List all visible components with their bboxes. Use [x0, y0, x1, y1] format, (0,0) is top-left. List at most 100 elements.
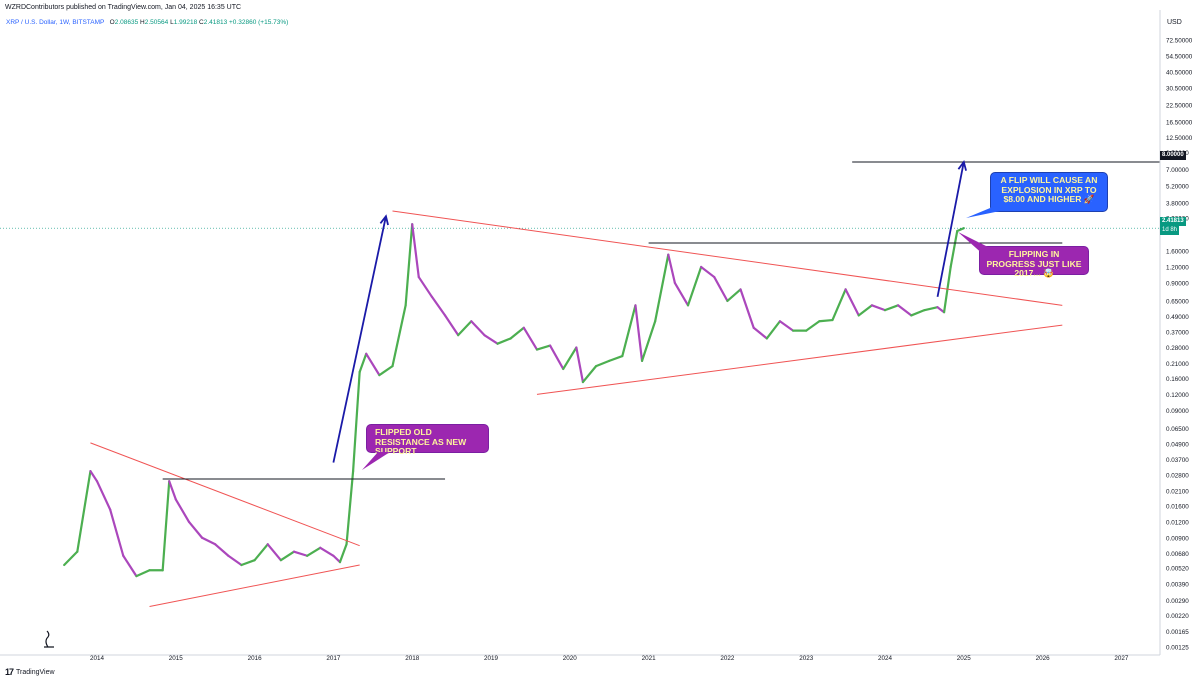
year-tick-label: 2020: [563, 655, 578, 662]
price-tick-label: 0.49000: [1166, 314, 1189, 321]
price-candle-segment: [365, 352, 381, 377]
price-tick-label: 3.80000: [1166, 201, 1189, 208]
year-tick-label: 2025: [957, 655, 972, 662]
price-candle-segment: [522, 326, 539, 351]
price-tick-label: 0.03700: [1166, 457, 1189, 464]
price-candle-segment: [109, 508, 125, 557]
price-candle-segment: [805, 320, 821, 332]
price-candle-segment: [857, 304, 873, 317]
price-candle-segment: [739, 288, 755, 329]
arrow-shaft[interactable]: [332, 216, 387, 463]
price-candle-segment: [818, 318, 834, 323]
price-tick-label: 0.01200: [1166, 519, 1189, 526]
price-candle-segment: [89, 470, 99, 483]
annotation-flipped-resistance[interactable]: FLIPPED OLD RESISTANCE AS NEW SUPPORT: [366, 424, 489, 456]
price-tick-label: 0.00680: [1166, 551, 1189, 558]
price-candle-segment: [548, 344, 565, 371]
price-tick-label: 0.02800: [1166, 472, 1189, 479]
price-candle-segment: [187, 520, 204, 539]
price-candle-segment: [575, 346, 585, 384]
arrows: [332, 159, 967, 463]
price-candle-segment: [581, 365, 598, 384]
arrow-head: [379, 214, 389, 226]
price-candle-segment: [417, 275, 433, 298]
annotation-flipping-progress[interactable]: FLIPPING IN PROGRESS JUST LIKE 2017... 🤯: [979, 246, 1089, 278]
price-tick-label: 1.60000: [1166, 249, 1189, 256]
price-tick-label: 0.00290: [1166, 598, 1189, 605]
price-candle-segment: [457, 320, 473, 337]
price-tick-label: 16.50000: [1166, 119, 1193, 126]
price-candle-segment: [726, 288, 742, 303]
price-candle-segment: [279, 550, 296, 562]
price-tick-label: 0.28000: [1166, 345, 1189, 352]
price-candle-segment: [700, 265, 716, 279]
price-candle-segment: [923, 306, 939, 312]
price-candle-segment: [870, 304, 887, 312]
target-price-label: 8.00000: [1160, 151, 1186, 160]
price-candle-segment: [338, 543, 348, 564]
price-tick-label: 40.50000: [1166, 70, 1193, 77]
tradingview-wordmark: TradingView: [16, 668, 55, 676]
price-candle-segment: [332, 554, 342, 564]
price-tick-label: 7.00000: [1166, 167, 1189, 174]
year-tick-label: 2027: [1114, 655, 1129, 662]
price-candle-segment: [936, 306, 946, 314]
price-tick-label: 0.00125: [1166, 645, 1189, 652]
price-tick-label: 30.50000: [1166, 85, 1193, 92]
price-tick-label: 0.00900: [1166, 535, 1189, 542]
price-candle-segment: [844, 288, 860, 317]
high-value: 2.50564: [144, 19, 169, 26]
price-tick-label: 0.21000: [1166, 361, 1189, 368]
price-candle-segment: [135, 569, 151, 578]
price-candle-segment: [654, 253, 670, 323]
price-candle-segment: [686, 265, 703, 307]
price-candle-segment: [470, 320, 486, 337]
price-candle-segment: [404, 223, 414, 307]
price-candle-segment: [562, 346, 578, 371]
price-tick-label: 0.09000: [1166, 408, 1189, 415]
drawings: [90, 161, 1160, 607]
trend-line[interactable]: [90, 442, 360, 547]
trend-line[interactable]: [392, 210, 1063, 306]
close-key: C: [199, 19, 204, 26]
price-candle-segment: [200, 536, 217, 546]
tradingview-mark-icon: 17: [5, 667, 14, 677]
price-candle-segment: [752, 326, 768, 340]
price-tick-label: 0.00165: [1166, 629, 1189, 636]
price-candle-segment: [161, 480, 171, 572]
price-candle-segment: [443, 314, 460, 337]
price-candle-segment: [430, 295, 447, 317]
symbol-name[interactable]: XRP / U.S. Dollar, 1W, BITSTAMP: [6, 19, 105, 26]
currency-label: USD: [1167, 19, 1182, 26]
price-candle-segment: [168, 480, 177, 501]
tradingview-logo: 17 TradingView: [5, 666, 55, 678]
price-candle-segment: [496, 337, 512, 345]
price-tick-label: 0.90000: [1166, 280, 1189, 287]
price-candle-segment: [63, 550, 79, 567]
trend-line[interactable]: [149, 564, 360, 607]
time-axis[interactable]: 2014 2015 2016 2017 2018 2019 2020 2021 2022 2023…: [90, 655, 1129, 662]
year-tick-label: 2018: [405, 655, 420, 662]
price-candle-segment: [713, 275, 729, 303]
trend-line[interactable]: [536, 324, 1063, 395]
price-candle-segment: [608, 354, 624, 362]
year-tick-label: 2022: [720, 655, 735, 662]
price-candle-segment: [352, 370, 361, 473]
symbol-legend: XRP / U.S. Dollar, 1W, BITSTAMP O2.08635…: [6, 19, 288, 26]
arrow-shaft[interactable]: [936, 161, 965, 297]
price-candle-segment: [483, 334, 499, 345]
price-candle-segment: [594, 359, 611, 368]
price-tick-label: 0.16000: [1166, 376, 1189, 383]
annotation-flip-explosion[interactable]: A FLIP WILL CAUSE AN EXPLOSION IN XRP TO…: [990, 172, 1108, 212]
price-tick-label: 0.65000: [1166, 298, 1189, 305]
price-candle-segment: [667, 253, 676, 284]
price-candle-segment: [174, 498, 191, 523]
high-key: H: [140, 19, 145, 26]
price-tick-label: 0.00390: [1166, 582, 1189, 589]
price-tick-label: 0.02100: [1166, 488, 1189, 495]
price-candle-segment: [411, 223, 420, 279]
price-axis[interactable]: 72.50000 54.50000 40.50000 30.50000 22.50000…: [1166, 38, 1193, 652]
bar-countdown-label: 1d 8h: [1160, 226, 1180, 235]
price-candle-segment: [621, 304, 637, 358]
